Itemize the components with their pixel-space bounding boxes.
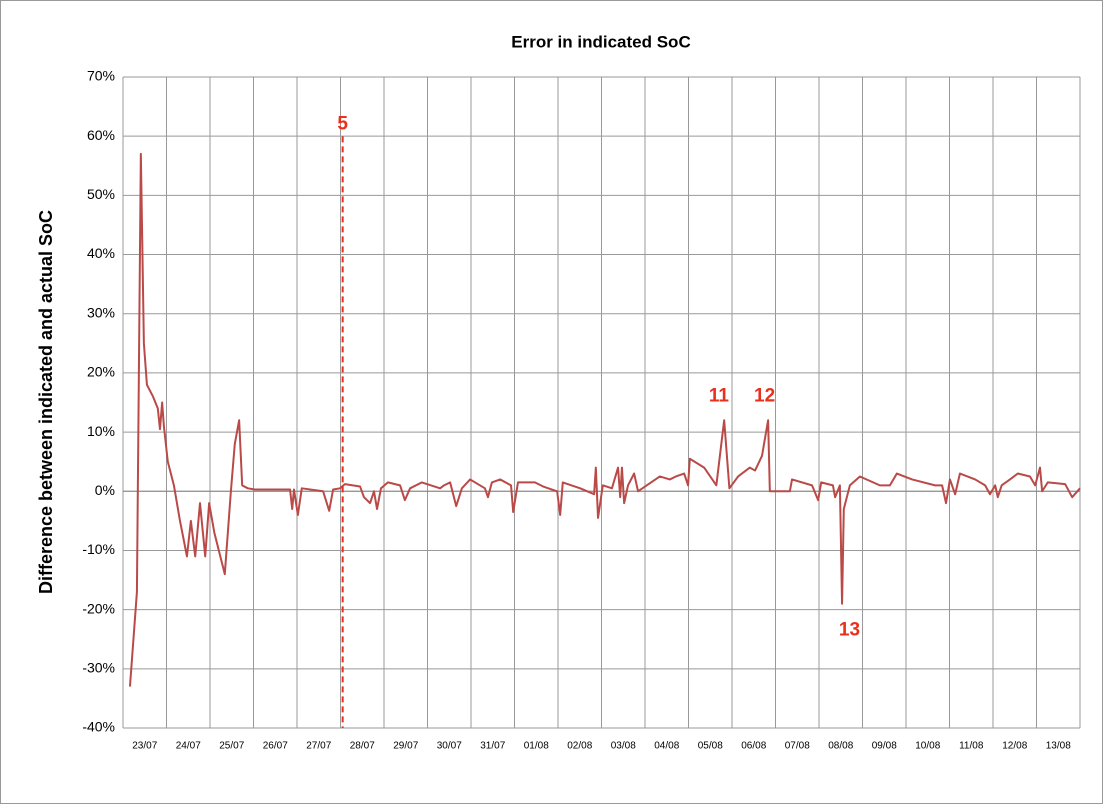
y-tick-label: 0% [95,482,115,498]
x-tick-label: 08/08 [828,741,853,752]
annotation: 12 [754,386,775,407]
x-tick-label: 24/07 [176,741,201,752]
y-tick-label: 50% [87,186,115,202]
y-tick-label: 40% [87,245,115,261]
y-tick-label: 60% [87,127,115,143]
x-tick-label: 04/08 [654,741,679,752]
y-tick-label: 20% [87,364,115,380]
x-tick-label: 10/08 [915,741,940,752]
y-tick-label: -40% [82,719,115,735]
x-tick-label: 29/07 [393,741,418,752]
x-tick-label: 30/07 [437,741,462,752]
y-axis-label: Difference between indicated and actual … [36,210,56,594]
x-tick-label: 26/07 [263,741,288,752]
x-tick-label: 03/08 [611,741,636,752]
x-tick-label: 11/08 [959,741,984,752]
x-tick-label: 28/07 [350,741,375,752]
y-tick-label: -20% [82,600,115,616]
chart-title: Error in indicated SoC [511,32,690,51]
x-tick-label: 07/08 [785,741,810,752]
annotation: 11 [709,386,730,407]
y-tick-label: -30% [82,660,115,676]
x-tick-label: 12/08 [1002,741,1027,752]
x-tick-label: 13/08 [1046,741,1071,752]
x-tick-label: 02/08 [567,741,592,752]
x-tick-label: 25/07 [219,741,244,752]
y-tick-label: 70% [87,68,115,84]
x-tick-label: 27/07 [306,741,331,752]
x-tick-label: 05/08 [698,741,723,752]
x-tick-label: 09/08 [872,741,897,752]
annotation: 5 [337,113,348,134]
y-tick-label: -10% [82,541,115,557]
x-tick-label: 31/07 [480,741,505,752]
y-tick-label: 30% [87,304,115,320]
annotation: 13 [839,619,860,640]
y-tick-label: 10% [87,423,115,439]
x-tick-label: 23/07 [132,741,157,752]
x-tick-label: 06/08 [741,741,766,752]
data-line [128,152,1081,687]
x-tick-label: 01/08 [524,741,549,752]
